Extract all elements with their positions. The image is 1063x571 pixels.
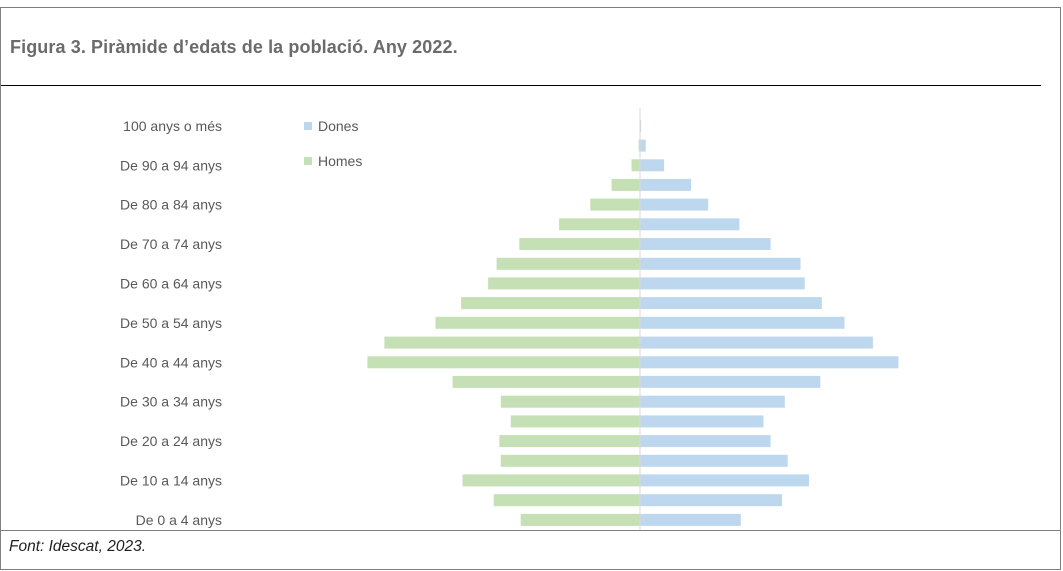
bar-homes-3 [500, 454, 640, 467]
category-label: De 40 a 44 anys [120, 354, 222, 370]
category-label: De 80 a 84 anys [120, 197, 222, 213]
bar-dones-13 [640, 257, 801, 270]
figure-frame: Figura 3. Piràmide d’edats de la poblaci… [0, 7, 1061, 570]
chart-svg: De 0 a 4 anys De 10 a 14 anys De 20 a 24 a… [120, 108, 899, 532]
bar-homes-10 [435, 316, 640, 329]
legend-swatch-homes [304, 157, 312, 165]
bar-homes-18 [631, 159, 640, 172]
legend-label-homes: Homes [318, 153, 362, 169]
category-label: De 20 a 24 anys [120, 433, 222, 449]
legend: Dones Homes [304, 118, 362, 169]
bar-dones-18 [640, 159, 665, 172]
bar-dones-12 [640, 277, 805, 290]
bar-dones-6 [640, 395, 785, 408]
bar-homes-6 [500, 395, 640, 408]
bar-dones-9 [640, 336, 873, 349]
bar-homes-12 [488, 277, 640, 290]
bar-homes-11 [461, 297, 640, 310]
source-note: Font: Idescat, 2023. [9, 538, 147, 555]
footer-divider [1, 530, 1060, 531]
bar-homes-16 [590, 198, 640, 211]
bar-homes-13 [496, 257, 640, 270]
figure-header: Figura 3. Piràmide d’edats de la poblaci… [1, 8, 1060, 86]
bar-dones-20 [640, 119, 642, 132]
bar-dones-11 [640, 297, 822, 310]
bar-dones-19 [640, 139, 646, 152]
bar-dones-5 [640, 415, 764, 428]
bar-homes-9 [384, 336, 640, 349]
bar-dones-3 [640, 454, 788, 467]
bar-dones-4 [640, 435, 771, 448]
category-labels: De 0 a 4 anys De 10 a 14 anys De 20 a 24 a… [120, 118, 222, 528]
bar-homes-15 [559, 218, 640, 231]
bar-homes-19 [638, 139, 640, 152]
bar-homes-0 [520, 513, 640, 526]
figure-title: Figura 3. Piràmide d’edats de la poblaci… [10, 37, 458, 57]
bar-homes-8 [367, 356, 640, 369]
bar-dones-15 [640, 218, 740, 231]
category-label: De 10 a 14 anys [120, 472, 222, 488]
bar-dones-2 [640, 474, 809, 487]
bar-dones-1 [640, 494, 782, 507]
bar-dones-14 [640, 238, 771, 250]
legend-swatch-dones [304, 122, 312, 130]
legend-label-dones: Dones [318, 118, 358, 134]
bar-dones-7 [640, 375, 821, 388]
bar-dones-16 [640, 198, 709, 211]
title-divider [1, 85, 1041, 86]
bar-homes-1 [493, 494, 640, 507]
bar-homes-14 [519, 238, 640, 250]
category-label: De 60 a 64 anys [120, 275, 222, 291]
bar-dones-8 [640, 356, 899, 369]
bars-layer [367, 119, 899, 526]
category-label: De 0 a 4 anys [136, 512, 222, 528]
bar-homes-5 [510, 415, 640, 428]
bar-dones-17 [640, 178, 692, 191]
population-pyramid-chart: De 0 a 4 anys De 10 a 14 anys De 20 a 24 a… [1, 86, 1060, 532]
bar-homes-17 [611, 178, 640, 191]
bar-dones-0 [640, 513, 741, 526]
category-label: De 30 a 34 anys [120, 394, 222, 410]
bar-dones-10 [640, 316, 845, 329]
category-label: De 70 a 74 anys [120, 236, 222, 252]
bar-homes-2 [462, 474, 640, 487]
bar-homes-7 [452, 375, 640, 388]
category-label: 100 anys o més [123, 118, 222, 134]
category-label: De 50 a 54 anys [120, 315, 222, 331]
bar-homes-4 [499, 435, 640, 448]
category-label: De 90 a 94 anys [120, 157, 222, 173]
